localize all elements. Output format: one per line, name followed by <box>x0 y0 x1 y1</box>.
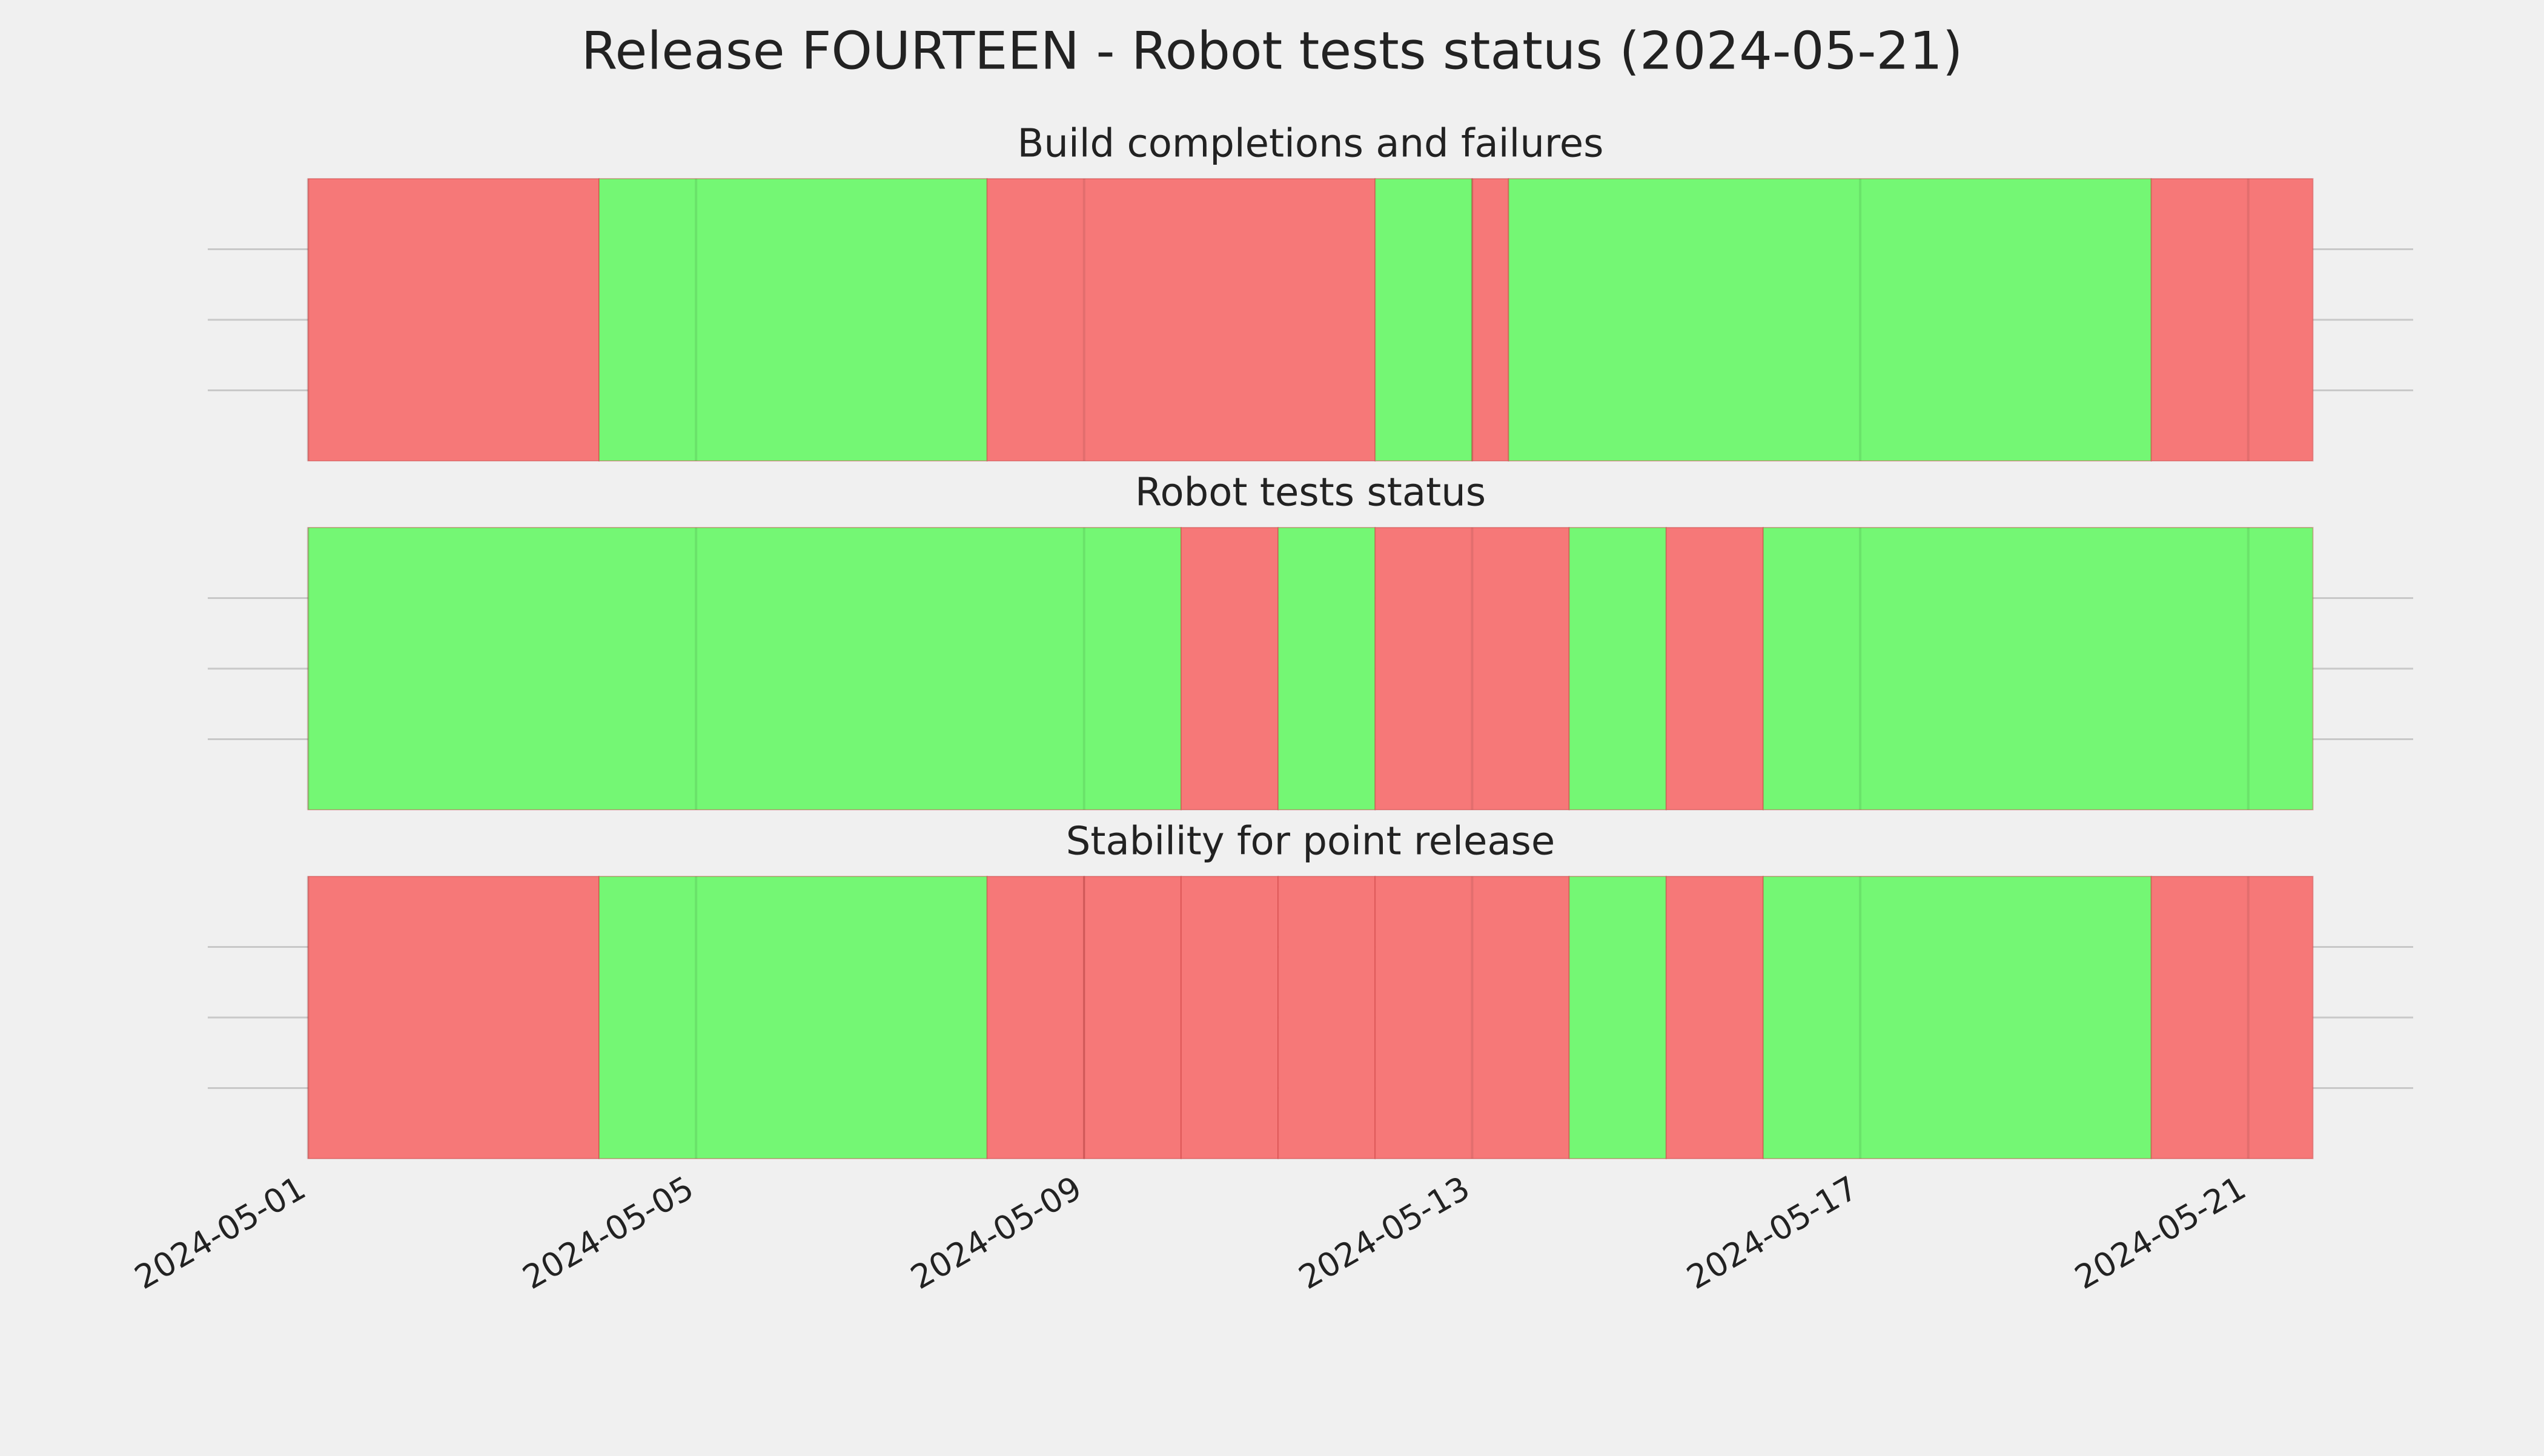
status-span <box>598 876 988 1159</box>
subplot-title: Build completions and failures <box>1018 122 1604 167</box>
status-span <box>1277 527 1376 810</box>
chart-title: Release FOURTEEN - Robot tests status (2… <box>581 21 1963 81</box>
status-span <box>1180 876 1279 1159</box>
status-span <box>307 527 1182 810</box>
status-span <box>986 876 1085 1159</box>
status-span <box>1762 876 2152 1159</box>
status-span <box>1277 876 1376 1159</box>
subplot-title: Stability for point release <box>1066 819 1555 864</box>
status-span <box>2150 178 2314 462</box>
status-span <box>1374 527 1570 810</box>
status-span <box>1374 876 1570 1159</box>
status-span <box>1083 876 1182 1159</box>
status-span <box>1665 876 1764 1159</box>
status-span <box>2150 876 2314 1159</box>
status-span <box>1762 527 2314 810</box>
status-span <box>1665 527 1764 810</box>
status-span <box>598 178 988 462</box>
status-span <box>1471 178 1509 462</box>
status-span <box>307 876 600 1159</box>
status-span <box>986 178 1376 462</box>
status-span <box>1374 178 1473 462</box>
status-span <box>1180 527 1279 810</box>
status-span <box>307 178 600 462</box>
status-span <box>1568 527 1667 810</box>
subplot-title: Robot tests status <box>1135 471 1486 515</box>
status-span <box>1508 178 2152 462</box>
status-span <box>1568 876 1667 1159</box>
